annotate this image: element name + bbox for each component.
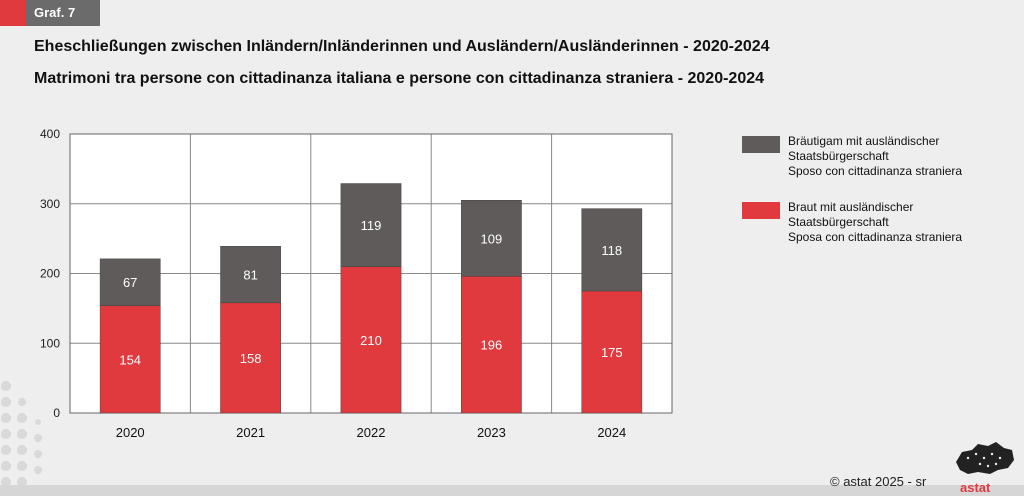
y-tick-label: 400 [40,127,60,141]
bar-bride-2023 [461,276,522,414]
x-tick-label: 2021 [236,425,265,440]
y-tick-label: 300 [40,197,60,211]
legend-bride-line1: Braut mit ausländischer [788,200,914,214]
x-tick-label: 2020 [116,425,145,440]
y-tick-label: 100 [40,336,60,350]
astat-logo-map-icon [956,442,1014,474]
bar-bride-2024 [581,290,643,414]
legend-swatch-bride [742,202,780,219]
graf-label: Graf. 7 [26,0,100,26]
copyright-text: © astat 2025 - sr [830,474,927,489]
bar-groom-2020 [99,258,161,306]
data-label: 210 [360,333,382,348]
x-tick-label: 2023 [477,425,506,440]
x-tick-label: 2022 [357,425,386,440]
data-label: 119 [361,218,382,233]
astat-logo-text: astat [960,480,991,495]
data-label: 81 [243,268,257,283]
bar-groom-2024 [581,208,643,292]
legend-bride-line2: Staatsbürgerschaft [788,215,889,229]
x-tick-label: 2024 [597,425,626,440]
bar-bride-2021 [220,302,281,414]
graf-accent-block [0,0,26,26]
chart-title-it: Matrimoni tra persone con cittadinanza i… [34,70,765,87]
data-label: 158 [240,351,262,366]
bar-bride-2022 [340,266,402,414]
data-label: 175 [601,345,623,360]
bar-groom-2021 [220,246,281,304]
legend-swatch-groom [742,136,780,153]
legend-groom-line3: Sposo con cittadinanza straniera [788,164,963,178]
data-label: 67 [123,275,137,290]
data-label: 109 [481,231,503,246]
y-tick-label: 200 [40,267,60,281]
legend-bride-line3: Sposa con cittadinanza straniera [788,230,963,244]
data-label: 118 [601,243,622,258]
y-tick-label: 0 [53,406,60,420]
data-label: 154 [119,352,141,367]
data-label: 196 [481,338,503,353]
bottom-strip [0,485,1024,496]
legend-groom-line2: Staatsbürgerschaft [788,149,889,163]
bar-groom-2022 [340,183,402,267]
legend-groom-line1: Bräutigam mit ausländischer [788,134,940,148]
bar-groom-2023 [461,200,522,277]
bar-bride-2020 [99,305,161,414]
decorative-dots [1,381,42,487]
chart-title-de: Eheschließungen zwischen Inländern/Inlän… [34,38,770,55]
